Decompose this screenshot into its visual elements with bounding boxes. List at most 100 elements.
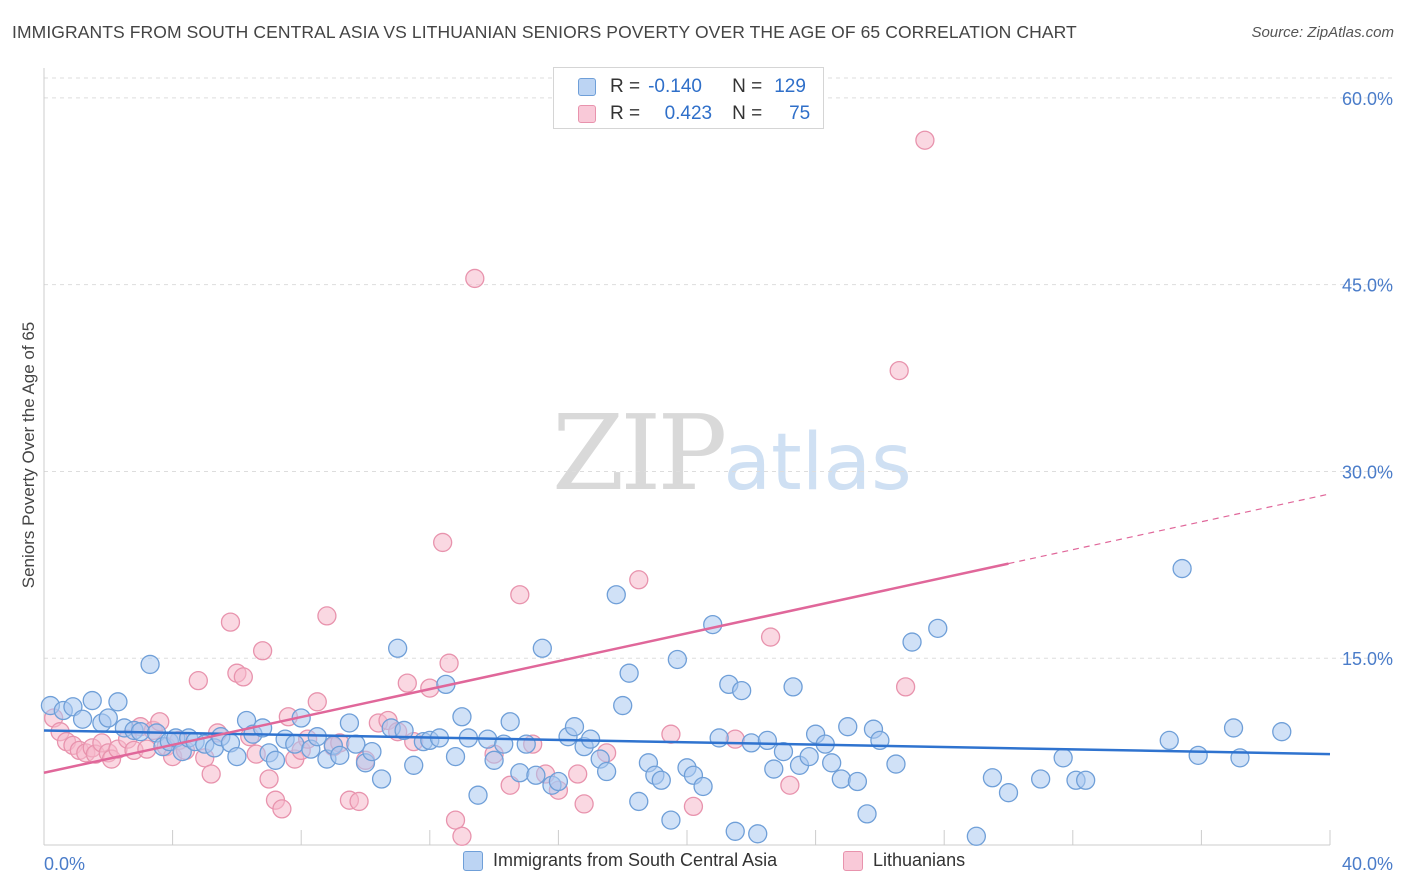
- data-point-south-central-asia: [732, 680, 752, 701]
- x-tick-marks: [43, 830, 1331, 845]
- y-tick-label: 30.0%: [1342, 462, 1393, 482]
- data-point-south-central-asia: [1223, 718, 1244, 738]
- legend-r-value: -0.140: [648, 76, 702, 97]
- data-point-south-central-asia: [928, 618, 948, 638]
- data-point-south-central-asia: [966, 826, 986, 846]
- data-point-south-central-asia: [764, 759, 784, 779]
- data-point-south-central-asia: [564, 717, 585, 737]
- data-point-lithuanians: [725, 729, 745, 749]
- trend-line-lithuanians-extension: [1008, 493, 1331, 565]
- data-point-lithuanians: [252, 641, 273, 661]
- data-point-south-central-asia: [1053, 748, 1073, 768]
- legend-n-label: N =: [732, 76, 763, 97]
- data-point-south-central-asia: [516, 734, 536, 754]
- legend-label-south-central-asia: Immigrants from South Central Asia: [493, 850, 778, 870]
- data-point-south-central-asia: [445, 746, 466, 767]
- data-point-south-central-asia: [330, 745, 350, 765]
- x-tick-label-max: 40.0%: [1342, 854, 1393, 874]
- south-central-asia-points: [40, 558, 1292, 846]
- legend-swatch-pink: [843, 850, 863, 871]
- data-point-south-central-asia: [227, 746, 247, 767]
- y-tick-label: 15.0%: [1342, 649, 1393, 669]
- data-point-lithuanians: [574, 794, 594, 814]
- correlation-legend: R = -0.140 N = 129 R = 0.423 N = 75: [553, 67, 824, 129]
- legend-swatch-blue: [463, 850, 483, 871]
- data-point-south-central-asia: [606, 585, 626, 605]
- data-point-south-central-asia: [1031, 769, 1051, 789]
- legend-n-value: 75: [789, 103, 811, 124]
- data-point-lithuanians: [220, 612, 241, 632]
- data-point-lithuanians: [895, 677, 916, 697]
- data-point-south-central-asia: [619, 663, 639, 683]
- data-point-lithuanians: [445, 810, 466, 830]
- data-point-lithuanians: [317, 606, 337, 626]
- y-tick-labels: 15.0% 30.0% 45.0% 60.0%: [1342, 89, 1393, 669]
- data-point-south-central-asia: [693, 776, 713, 797]
- data-point-lithuanians: [188, 670, 208, 691]
- trend-line-lithuanians: [43, 562, 1009, 775]
- data-point-south-central-asia: [452, 707, 472, 727]
- data-point-lithuanians: [272, 799, 292, 819]
- legend-item-lithuanians: Lithuanians: [843, 850, 965, 871]
- data-point-south-central-asia: [500, 712, 520, 732]
- data-point-south-central-asia: [799, 746, 819, 767]
- data-point-south-central-asia: [285, 734, 305, 754]
- data-point-lithuanians: [683, 796, 704, 817]
- y-tick-label: 60.0%: [1342, 89, 1393, 109]
- axes: [43, 68, 1330, 846]
- data-point-south-central-asia: [902, 632, 922, 652]
- data-point-south-central-asia: [468, 785, 488, 805]
- data-point-south-central-asia: [510, 763, 530, 783]
- legend-swatch-pink: [578, 105, 596, 123]
- data-point-south-central-asia: [629, 791, 649, 812]
- data-point-lithuanians: [568, 764, 588, 784]
- data-point-lithuanians: [452, 826, 472, 846]
- data-point-lithuanians: [780, 775, 800, 795]
- data-point-south-central-asia: [982, 768, 1003, 788]
- data-point-south-central-asia: [661, 810, 681, 830]
- data-point-lithuanians: [439, 653, 459, 673]
- watermark-zip: ZIP: [552, 392, 727, 514]
- data-point-lithuanians: [349, 791, 369, 812]
- data-point-lithuanians: [433, 532, 453, 553]
- data-point-south-central-asia: [667, 649, 688, 670]
- data-point-south-central-asia: [857, 804, 877, 824]
- data-point-lithuanians: [889, 360, 909, 381]
- data-point-south-central-asia: [831, 769, 851, 789]
- watermark-atlas: atlas: [723, 418, 912, 508]
- chart-title: IMMIGRANTS FROM SOUTH CENTRAL ASIA VS LI…: [12, 22, 1077, 42]
- legend-r-value: 0.423: [664, 103, 713, 124]
- data-point-south-central-asia: [394, 720, 414, 741]
- data-point-south-central-asia: [822, 753, 842, 773]
- data-point-lithuanians: [307, 692, 327, 712]
- legend-row-pink: R = 0.423 N = 75: [578, 102, 810, 126]
- data-point-south-central-asia: [140, 654, 160, 675]
- data-point-south-central-asia: [1076, 770, 1096, 790]
- data-point-south-central-asia: [613, 695, 633, 716]
- data-point-south-central-asia: [265, 750, 286, 770]
- data-point-south-central-asia: [98, 708, 118, 728]
- data-point-south-central-asia: [346, 734, 366, 754]
- data-point-south-central-asia: [387, 638, 408, 658]
- data-point-south-central-asia: [371, 769, 392, 789]
- data-point-south-central-asia: [404, 755, 424, 775]
- data-point-lithuanians: [465, 268, 485, 289]
- data-point-south-central-asia: [82, 690, 102, 711]
- data-point-south-central-asia: [1188, 745, 1208, 765]
- data-point-south-central-asia: [532, 638, 552, 658]
- data-point-lithuanians: [915, 130, 935, 150]
- data-point-lithuanians: [233, 667, 253, 687]
- legend-item-south-central-asia: Immigrants from South Central Asia: [463, 850, 777, 871]
- y-axis-label: Seniors Poverty Over the Age of 65: [19, 322, 38, 588]
- legend-r-label: R =: [610, 103, 641, 124]
- data-point-south-central-asia: [886, 754, 906, 774]
- data-point-south-central-asia: [773, 741, 794, 762]
- data-point-south-central-asia: [651, 770, 671, 790]
- data-point-south-central-asia: [783, 677, 803, 697]
- data-point-south-central-asia: [847, 771, 868, 792]
- x-tick-label-min: 0.0%: [44, 854, 85, 874]
- data-point-south-central-asia: [362, 741, 382, 762]
- data-point-lithuanians: [201, 764, 221, 784]
- data-point-south-central-asia: [1172, 558, 1192, 579]
- data-point-south-central-asia: [703, 614, 723, 635]
